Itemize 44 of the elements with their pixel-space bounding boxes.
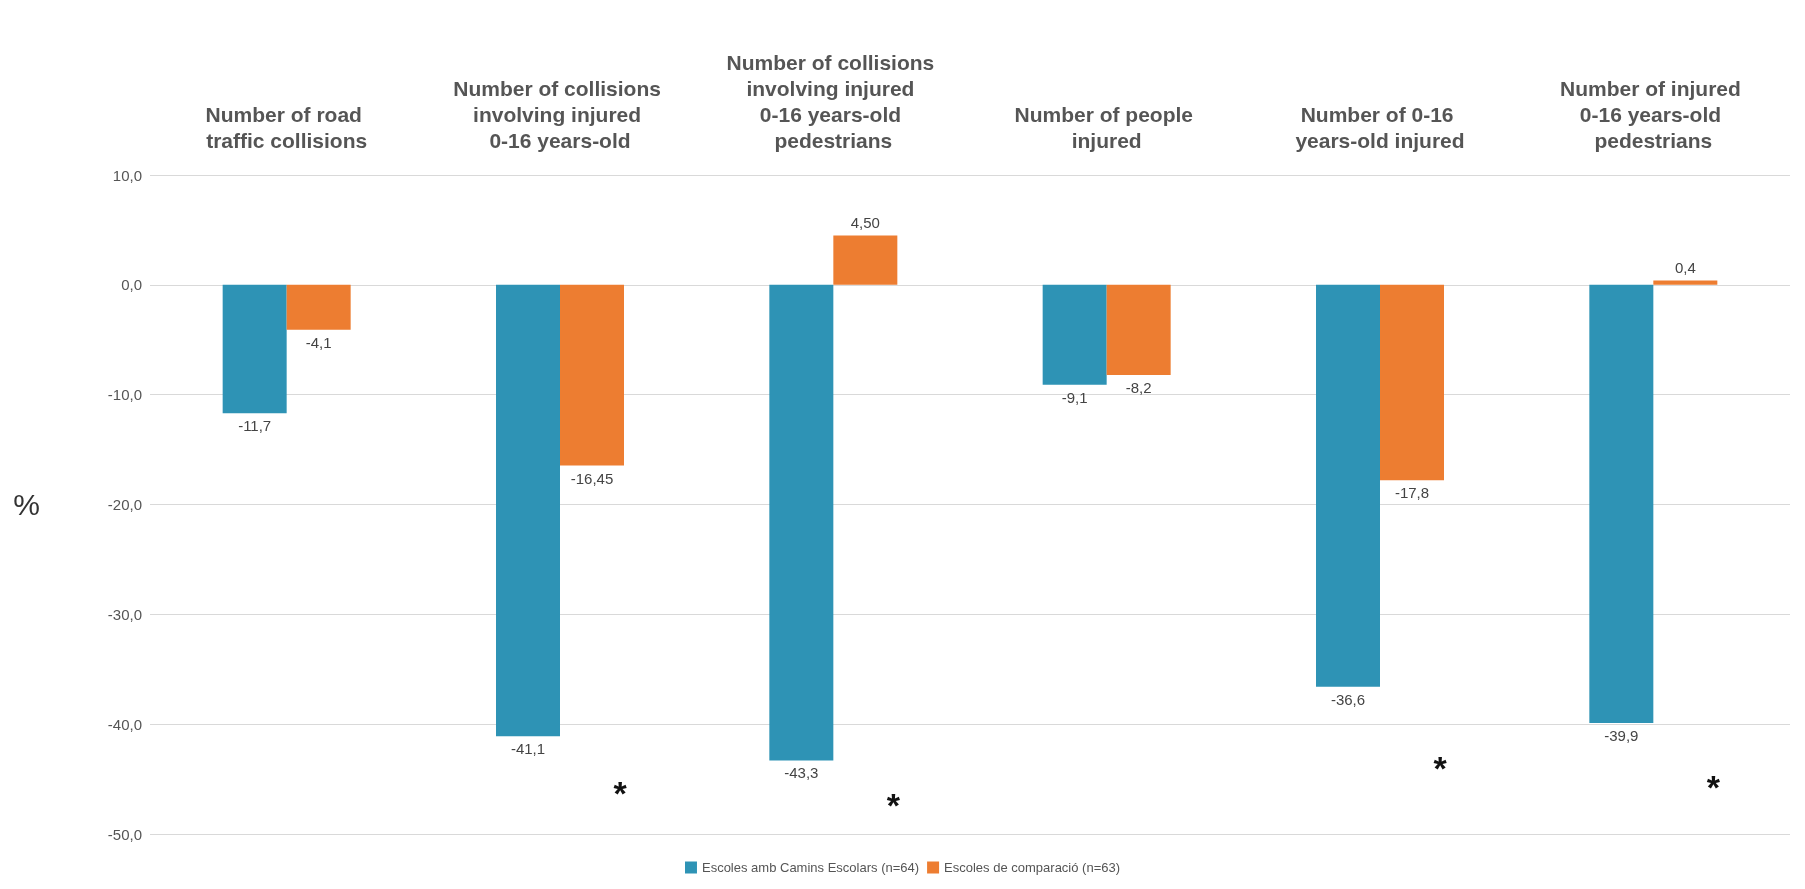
- data-label: -41,1: [510, 740, 546, 758]
- data-label: -4,1: [305, 333, 332, 351]
- annotation: *: [613, 774, 628, 813]
- bar: [769, 284, 834, 761]
- bar: [1042, 284, 1107, 385]
- annotation: *: [1706, 767, 1721, 806]
- y-tick-label: 10,0: [112, 166, 142, 184]
- bar: [560, 284, 624, 466]
- data-label: -16,45: [570, 469, 614, 487]
- x-tick-label: Number of people injured: [1014, 102, 1199, 152]
- data-label: -8,2: [1125, 378, 1152, 396]
- bar: [222, 284, 287, 414]
- x-tick-label: Number of injured 0-16 years-old pedestrians: [1559, 76, 1747, 152]
- data-label: -11,7: [238, 417, 272, 435]
- bar: [1589, 284, 1654, 724]
- data-label: 0,4: [1674, 259, 1696, 277]
- data-label: -36,6: [1330, 690, 1366, 708]
- x-tick-label: Number of 0-16 years-old injured: [1295, 102, 1465, 152]
- data-label: -9,1: [1061, 388, 1088, 406]
- x-tick-label: Number of collisions involving injured 0-16 years-old pedestrians: [726, 50, 941, 152]
- y-tick-label: -20,0: [107, 496, 142, 513]
- y-tick-label: -50,0: [107, 825, 142, 843]
- bar: [286, 284, 351, 330]
- bar: [1316, 284, 1380, 687]
- legend-label: Escoles de comparació (n=63): [944, 860, 1121, 875]
- y-tick-label: -10,0: [107, 386, 142, 404]
- data-label: 4,50: [850, 214, 880, 232]
- y-tick-label: -30,0: [107, 605, 142, 623]
- x-tick-label: Number of collisions involving injured 0-16 years-old: [453, 76, 667, 152]
- data-label: -17,8: [1394, 484, 1430, 502]
- annotation: *: [1433, 749, 1448, 788]
- bar: [833, 235, 898, 285]
- bar: [1106, 284, 1171, 375]
- y-axis-title: %: [13, 488, 40, 521]
- data-label: -43,3: [784, 764, 819, 782]
- y-tick-label: -40,0: [107, 715, 142, 733]
- bar: [1653, 280, 1718, 285]
- data-label: -39,9: [1604, 727, 1639, 745]
- bar: [496, 284, 560, 737]
- y-tick-label: 0,0: [121, 276, 142, 294]
- bar: [1380, 284, 1444, 481]
- x-tick-label: Number of road traffic collisions: [205, 102, 368, 152]
- legend-label: Escoles amb Camins Escolars (n=64): [701, 860, 920, 875]
- annotation: *: [886, 786, 901, 825]
